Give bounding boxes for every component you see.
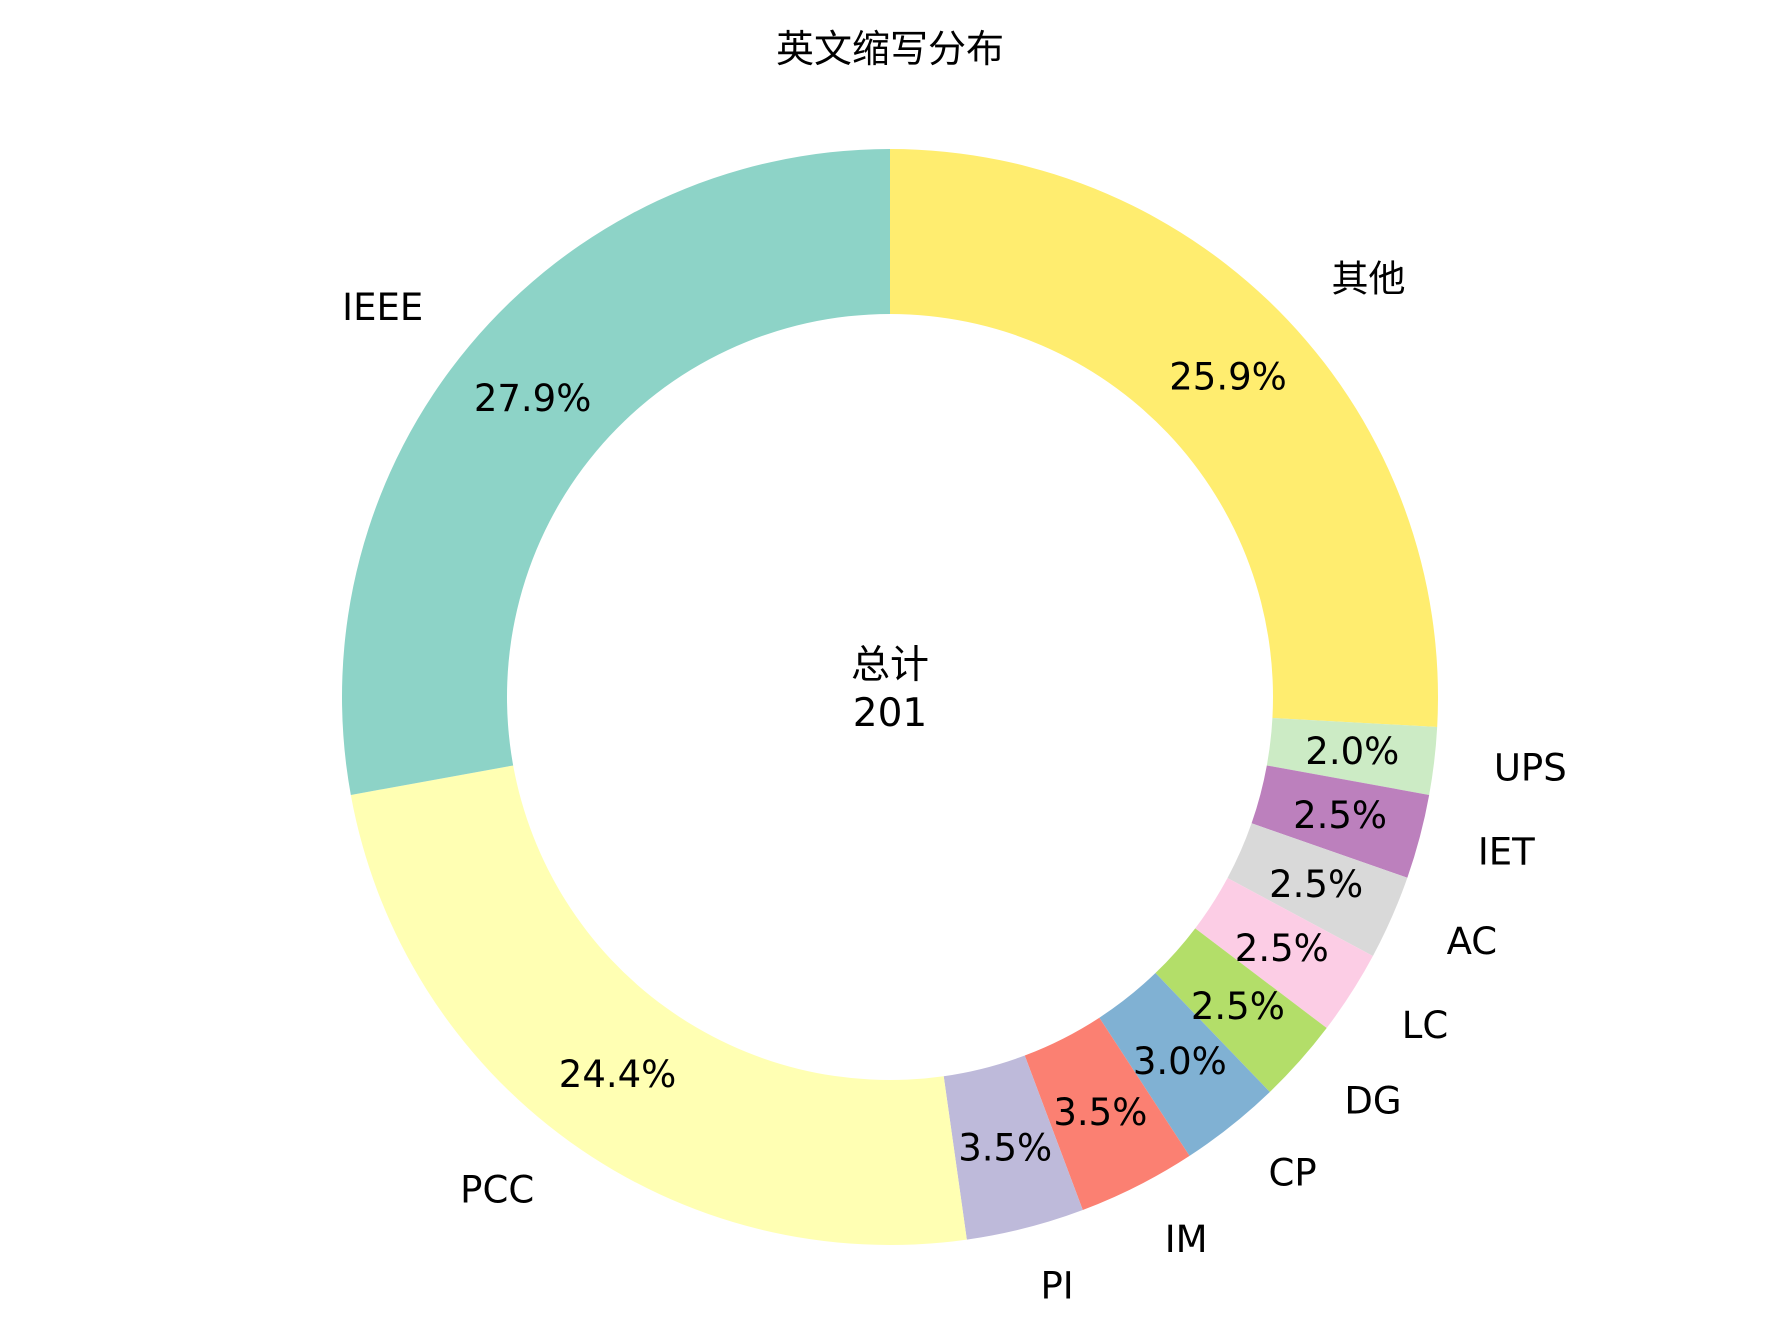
- slice-iet: [1251, 765, 1430, 878]
- slice-ac: [1227, 823, 1408, 957]
- chart-title: 英文缩写分布: [776, 27, 1004, 71]
- slice-cp: [1099, 973, 1270, 1156]
- percent-label-ieee: 27.9%: [474, 377, 592, 420]
- slice-label-ieee: IEEE: [342, 286, 423, 329]
- percent-label-pi: 3.5%: [958, 1127, 1052, 1170]
- percent-label-slice-0: 25.9%: [1169, 355, 1287, 398]
- percent-label-lc: 2.5%: [1235, 927, 1329, 970]
- slice-dg: [1155, 928, 1327, 1092]
- slice-pcc: [350, 765, 967, 1245]
- percent-label-ac: 2.5%: [1269, 863, 1363, 906]
- percent-label-cp: 3.0%: [1133, 1040, 1227, 1083]
- percent-label-iet: 2.5%: [1293, 794, 1387, 837]
- percent-label-pcc: 24.4%: [559, 1053, 677, 1096]
- percent-label-im: 3.5%: [1053, 1091, 1147, 1134]
- slice-label-ups: UPS: [1494, 747, 1567, 790]
- slices-group: [342, 149, 1438, 1245]
- slice-label-ac: AC: [1447, 920, 1498, 963]
- slice-label-pcc: PCC: [460, 1168, 534, 1211]
- slice-label-im: IM: [1165, 1218, 1208, 1261]
- slice-label-slice-0: 其他: [1332, 257, 1406, 300]
- center-value: 201: [853, 691, 927, 736]
- slice-lc: [1195, 878, 1373, 1029]
- slice-ups: [1266, 717, 1438, 795]
- slice-label-lc: LC: [1402, 1004, 1448, 1047]
- slice-label-cp: CP: [1269, 1151, 1317, 1194]
- slice-label-dg: DG: [1344, 1079, 1401, 1122]
- percent-label-dg: 2.5%: [1191, 985, 1285, 1028]
- slice-label-iet: IET: [1478, 831, 1535, 874]
- slice-pi: [943, 1055, 1083, 1240]
- slice-label-pi: PI: [1040, 1265, 1073, 1308]
- center-label: 总计: [851, 643, 929, 688]
- percent-labels-group: 25.9% 2.0% 2.5% 2.5% 2.5% 2.5% 3.0% 3.5%3.5% 24.…: [474, 355, 1399, 1169]
- percent-label-ups: 2.0%: [1305, 730, 1399, 773]
- slice-ieee: [342, 149, 890, 795]
- slice-slice-0: [890, 149, 1438, 727]
- slice-im: [1024, 1017, 1190, 1210]
